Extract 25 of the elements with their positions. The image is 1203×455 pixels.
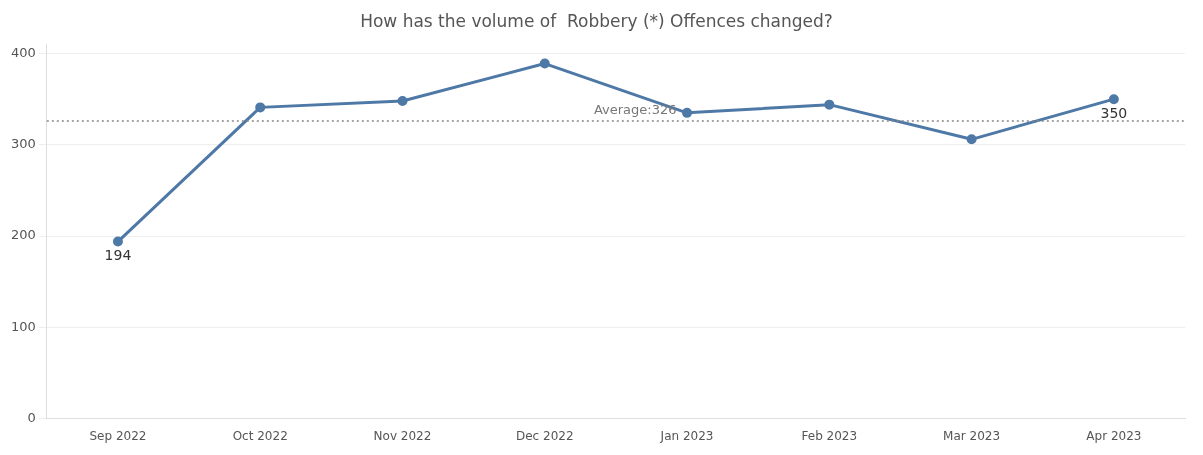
ref-line-label: Average:326 — [593, 101, 677, 117]
chart-title: How has the volume of Robbery (*) Offences changed? — [360, 10, 833, 31]
x-tick-label: Feb 2023 — [801, 428, 858, 443]
x-tick-label: Apr 2023 — [1086, 428, 1142, 443]
x-tick-label: Nov 2022 — [373, 428, 432, 443]
x-tick-label: Sep 2022 — [89, 428, 147, 443]
point — [1108, 94, 1119, 105]
point — [966, 134, 977, 145]
point — [539, 58, 550, 69]
y-tick-label: 400 — [10, 44, 36, 60]
data-label: 350 — [1100, 104, 1128, 121]
x-tick-label: Dec 2022 — [515, 428, 574, 443]
point — [682, 107, 693, 118]
x-tick-label: Jan 2023 — [659, 428, 714, 443]
y-tick-label: 0 — [27, 409, 36, 425]
x-tick-label: Mar 2023 — [943, 428, 1001, 443]
point — [397, 95, 408, 106]
x-tick-label: Oct 2022 — [232, 428, 288, 443]
y-tick-label: 100 — [10, 318, 36, 334]
point — [824, 99, 835, 110]
data-label: 194 — [104, 247, 132, 264]
point — [255, 102, 266, 113]
y-tick-label: 300 — [10, 136, 36, 152]
point — [112, 236, 123, 247]
y-tick-label: 200 — [10, 227, 36, 243]
